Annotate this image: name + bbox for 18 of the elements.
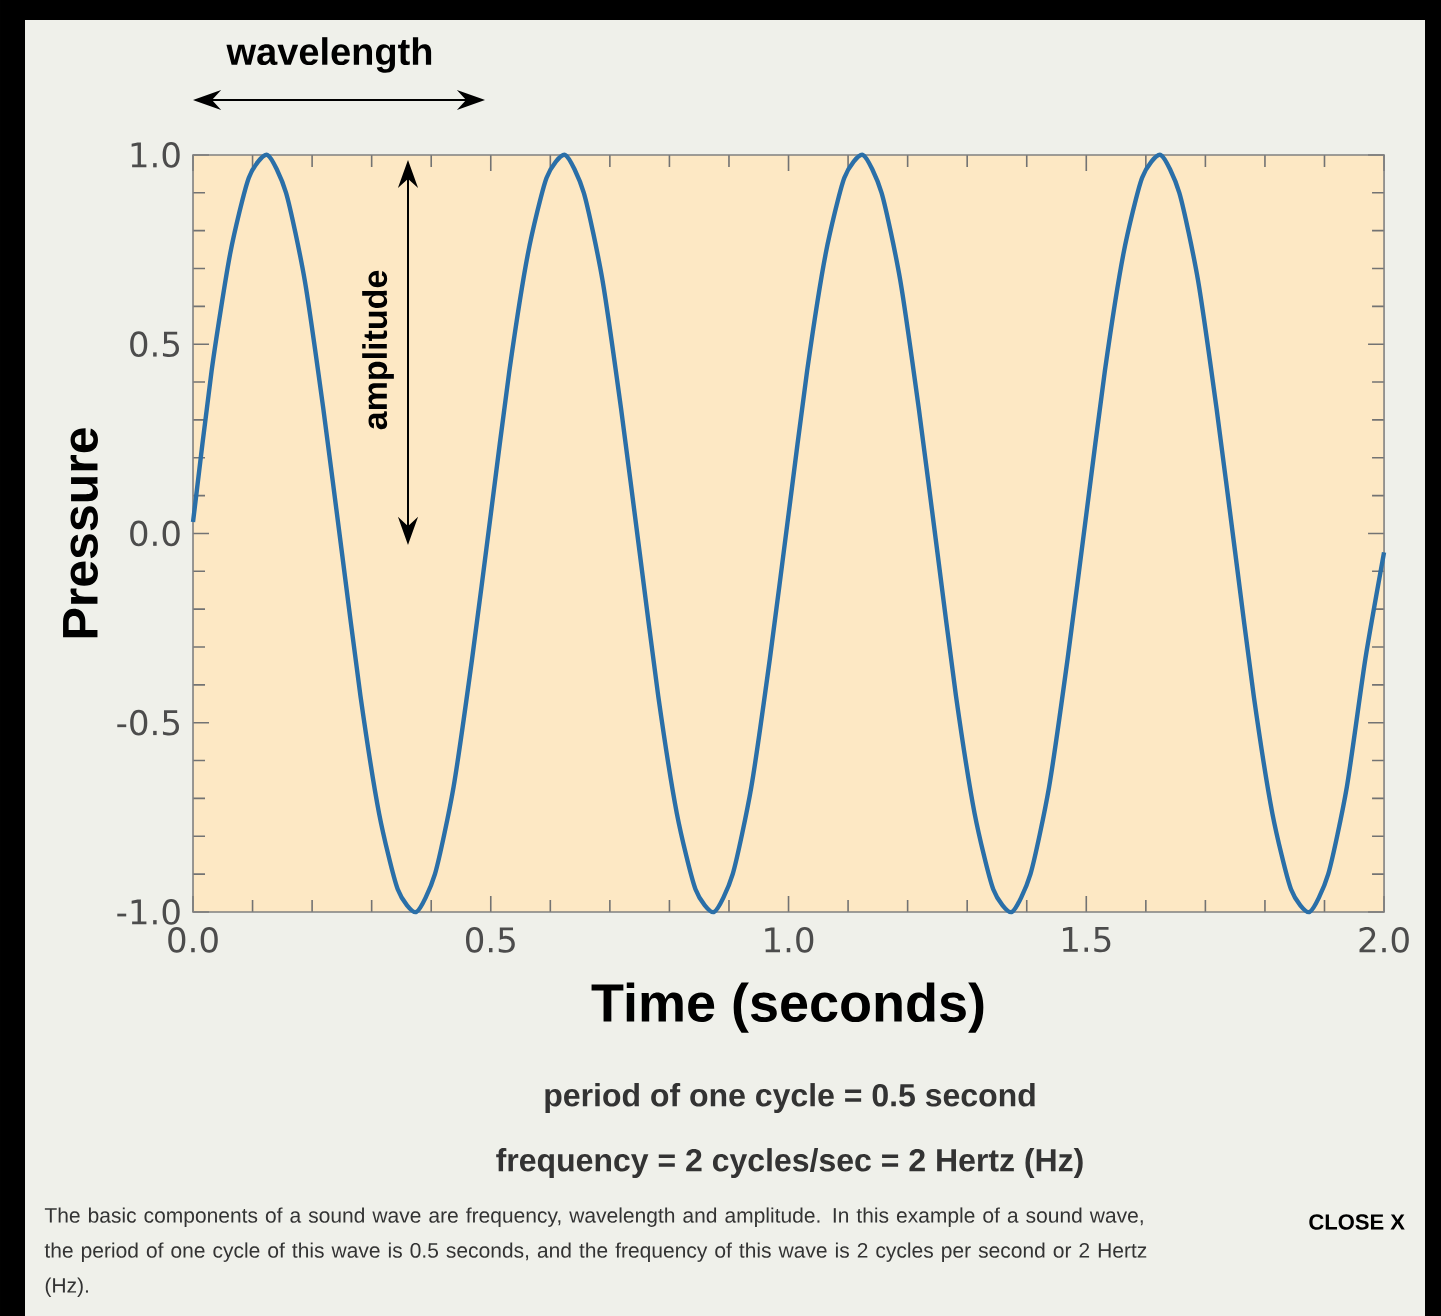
x-axis-title: Time (seconds) bbox=[591, 982, 984, 1033]
text: The basic components of a sound wave are frequency, wavelength and amplitude. In this example of a sound wave, the period of one cycle of this wave is 0.5 seconds, and the frequency of this wave is 2 cycles per second or 2 Hertz (Hz). bbox=[44, 1207, 1147, 1297]
y-tick-label: 1.0 bbox=[131, 142, 180, 168]
text: wavelength bbox=[226, 37, 432, 73]
x-tick-label: 1.5 bbox=[1063, 927, 1111, 953]
y-tick-label: 0.5 bbox=[130, 331, 179, 358]
text: period of one cycle = 0.5 second bbox=[545, 1083, 1035, 1113]
x-tick-label: 0.5 bbox=[465, 927, 515, 953]
y-tick-label: -0.5 bbox=[117, 709, 179, 736]
x-tick-label: 2.0 bbox=[1359, 927, 1409, 953]
annotation: amplitude bbox=[362, 270, 394, 430]
x-tick-label: 0.0 bbox=[168, 927, 218, 953]
y-axis-title: Pressure bbox=[63, 428, 98, 638]
y-tick-label: -1.0 bbox=[117, 899, 180, 925]
text: frequency = 2 cycles/sec = 2 Hertz (Hz) bbox=[496, 1148, 1083, 1178]
x-tick-label: 1.0 bbox=[765, 927, 814, 953]
y-tick-label: 0.0 bbox=[130, 520, 180, 547]
text: CLOSE X bbox=[1309, 1214, 1405, 1230]
